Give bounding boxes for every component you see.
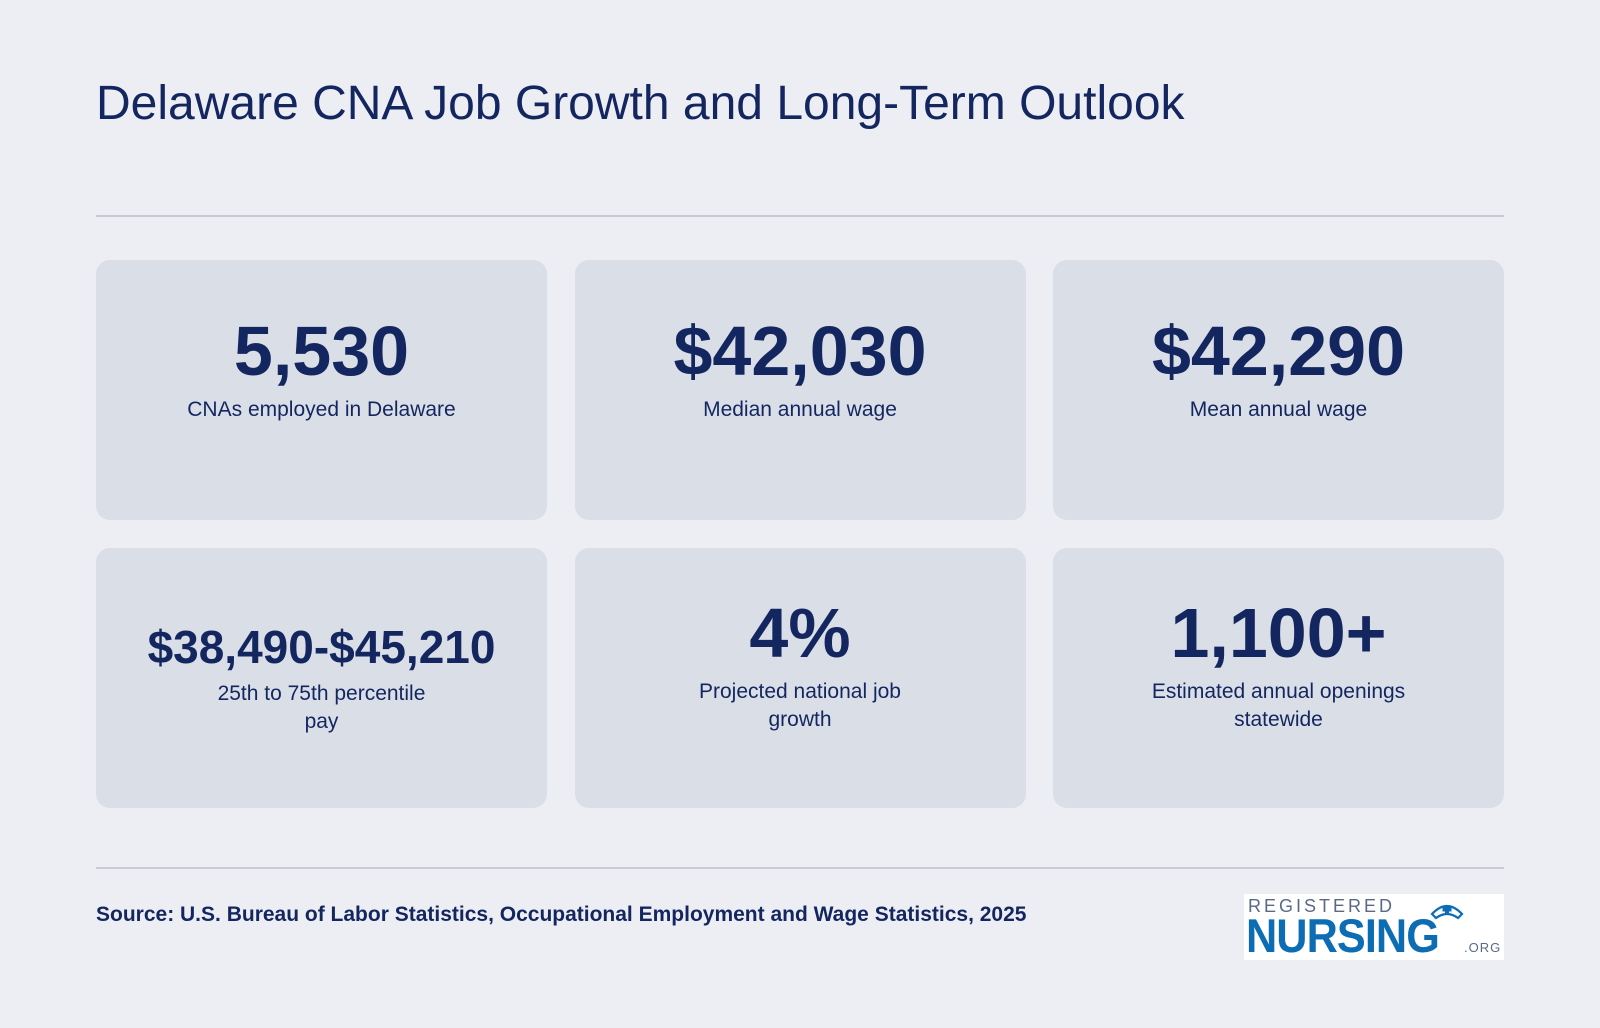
stat-label: Mean annual wage (1189, 398, 1368, 421)
stat-value: 4% (749, 594, 851, 672)
nurse-cap-icon (1430, 904, 1464, 920)
stat-card-mean-wage: $42,290 Mean annual wage (1053, 260, 1504, 520)
stat-value: 1,100+ (1170, 594, 1387, 672)
stat-label: CNAs employed in Delaware (187, 398, 456, 421)
stat-card-median-wage: $42,030 Median annual wage (574, 260, 1026, 520)
registered-nursing-logo: REGISTERED NURSING .ORG (1244, 894, 1504, 960)
stat-card-job-growth: 4% Projected national job growth (574, 548, 1026, 808)
top-divider (96, 215, 1504, 217)
stat-card-pay-range: $38,490-$45,210 25th to 75th percentile … (96, 548, 547, 808)
stat-card-annual-openings: 1,100+ Estimated annual openings statewi… (1053, 548, 1504, 808)
stat-label: Median annual wage (703, 398, 897, 421)
stat-label: Estimated annual openings statewide (1151, 680, 1406, 731)
page-title: Delaware CNA Job Growth and Long-Term Ou… (96, 77, 1185, 130)
stat-value: 5,530 (233, 312, 410, 390)
stat-card-employed: 5,530 CNAs employed in Delaware (96, 260, 547, 520)
stats-grid: 5,530 CNAs employed in Delaware $42,030 … (96, 260, 1504, 808)
stat-value: $42,290 (1151, 312, 1406, 390)
logo-top-text: REGISTERED (1248, 896, 1396, 916)
logo-suffix-text: .ORG (1464, 940, 1502, 955)
logo-main-text: NURSING (1246, 909, 1440, 962)
stat-value: $38,490-$45,210 (147, 621, 496, 673)
stat-value: $42,030 (673, 312, 927, 390)
stat-label: 25th to 75th percentile pay (217, 682, 426, 733)
stat-label: Projected national job growth (699, 680, 901, 731)
source-note: Source: U.S. Bureau of Labor Statistics,… (96, 903, 1027, 926)
bottom-divider (96, 867, 1504, 869)
